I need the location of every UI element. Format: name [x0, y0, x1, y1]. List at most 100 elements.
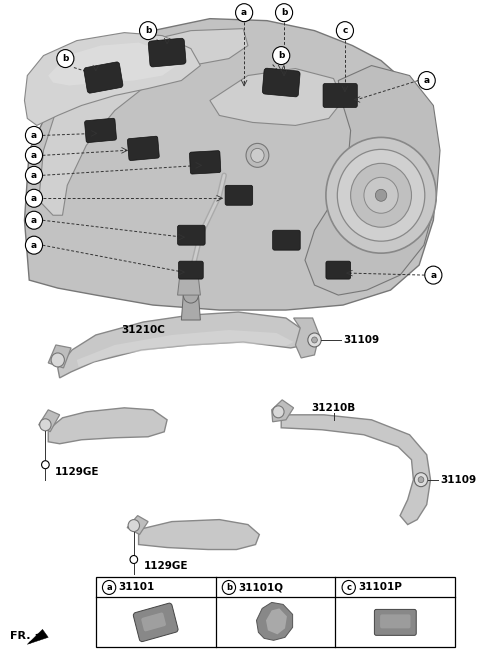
FancyBboxPatch shape: [190, 151, 221, 174]
Circle shape: [40, 419, 51, 431]
FancyBboxPatch shape: [263, 68, 300, 97]
Circle shape: [25, 127, 43, 144]
Text: a: a: [31, 194, 37, 203]
Text: a: a: [31, 216, 37, 225]
Circle shape: [25, 167, 43, 184]
Circle shape: [418, 477, 424, 483]
Text: a: a: [31, 131, 37, 140]
Circle shape: [337, 150, 425, 241]
Text: a: a: [106, 583, 112, 592]
Text: 31109: 31109: [343, 335, 379, 345]
Polygon shape: [39, 410, 60, 432]
Circle shape: [336, 22, 353, 39]
Text: 1129GE: 1129GE: [55, 466, 99, 477]
Text: b: b: [226, 583, 232, 592]
Text: b: b: [62, 54, 69, 63]
Polygon shape: [77, 330, 294, 367]
Polygon shape: [256, 602, 293, 640]
Text: c: c: [342, 26, 348, 35]
Circle shape: [42, 461, 49, 468]
FancyBboxPatch shape: [374, 609, 416, 636]
Polygon shape: [305, 66, 440, 295]
Circle shape: [312, 337, 317, 343]
Circle shape: [326, 137, 436, 253]
FancyBboxPatch shape: [84, 118, 117, 142]
Circle shape: [102, 581, 116, 594]
Circle shape: [273, 47, 290, 64]
Circle shape: [375, 190, 387, 201]
FancyBboxPatch shape: [380, 615, 410, 628]
Text: a: a: [31, 151, 37, 160]
Circle shape: [25, 211, 43, 229]
Circle shape: [57, 50, 74, 68]
Polygon shape: [210, 68, 343, 125]
FancyBboxPatch shape: [84, 62, 123, 93]
FancyBboxPatch shape: [179, 261, 203, 279]
Polygon shape: [294, 318, 319, 358]
Text: b: b: [281, 8, 287, 17]
Text: 31109: 31109: [440, 475, 476, 485]
Text: a: a: [31, 241, 37, 250]
Circle shape: [308, 333, 321, 347]
Circle shape: [222, 581, 236, 594]
Polygon shape: [272, 400, 294, 422]
Polygon shape: [178, 278, 200, 295]
Circle shape: [51, 353, 64, 367]
Text: 1129GE: 1129GE: [144, 562, 188, 571]
FancyBboxPatch shape: [141, 613, 166, 631]
Polygon shape: [181, 295, 200, 320]
Polygon shape: [127, 516, 148, 535]
Text: b: b: [278, 51, 284, 60]
Circle shape: [273, 406, 284, 418]
Text: 31101: 31101: [119, 583, 155, 592]
Circle shape: [418, 72, 435, 89]
FancyBboxPatch shape: [225, 185, 252, 205]
Circle shape: [350, 163, 411, 227]
Polygon shape: [27, 629, 48, 644]
FancyBboxPatch shape: [326, 261, 350, 279]
FancyBboxPatch shape: [323, 83, 357, 108]
Circle shape: [25, 190, 43, 207]
Polygon shape: [48, 43, 177, 85]
Text: a: a: [430, 271, 436, 279]
FancyBboxPatch shape: [133, 603, 178, 642]
Polygon shape: [281, 415, 431, 525]
FancyBboxPatch shape: [148, 38, 186, 67]
Polygon shape: [24, 18, 438, 310]
Text: FR.: FR.: [10, 631, 31, 642]
Circle shape: [246, 144, 269, 167]
FancyBboxPatch shape: [178, 225, 205, 245]
Circle shape: [276, 4, 293, 22]
FancyArrowPatch shape: [30, 634, 43, 643]
FancyBboxPatch shape: [273, 230, 300, 250]
Polygon shape: [24, 33, 200, 125]
Polygon shape: [266, 608, 287, 634]
Text: 31210C: 31210C: [121, 325, 165, 335]
Text: 31210B: 31210B: [312, 403, 356, 413]
Circle shape: [251, 148, 264, 162]
Polygon shape: [39, 29, 248, 215]
Text: 31101P: 31101P: [358, 583, 402, 592]
Text: a: a: [241, 8, 247, 17]
Circle shape: [342, 581, 355, 594]
Text: b: b: [145, 26, 151, 35]
Text: a: a: [31, 171, 37, 180]
Polygon shape: [139, 520, 259, 550]
Circle shape: [414, 473, 428, 487]
Text: a: a: [424, 76, 430, 85]
Circle shape: [140, 22, 156, 39]
Circle shape: [128, 520, 140, 531]
Circle shape: [236, 4, 252, 22]
Bar: [96, 577, 455, 647]
Polygon shape: [58, 312, 305, 378]
Circle shape: [25, 236, 43, 254]
Text: c: c: [346, 583, 351, 592]
Circle shape: [25, 146, 43, 165]
Polygon shape: [48, 408, 167, 443]
FancyBboxPatch shape: [127, 136, 159, 161]
Text: 31101Q: 31101Q: [239, 583, 283, 592]
Circle shape: [364, 177, 398, 213]
Circle shape: [425, 266, 442, 284]
Circle shape: [130, 556, 138, 564]
Polygon shape: [48, 345, 71, 368]
